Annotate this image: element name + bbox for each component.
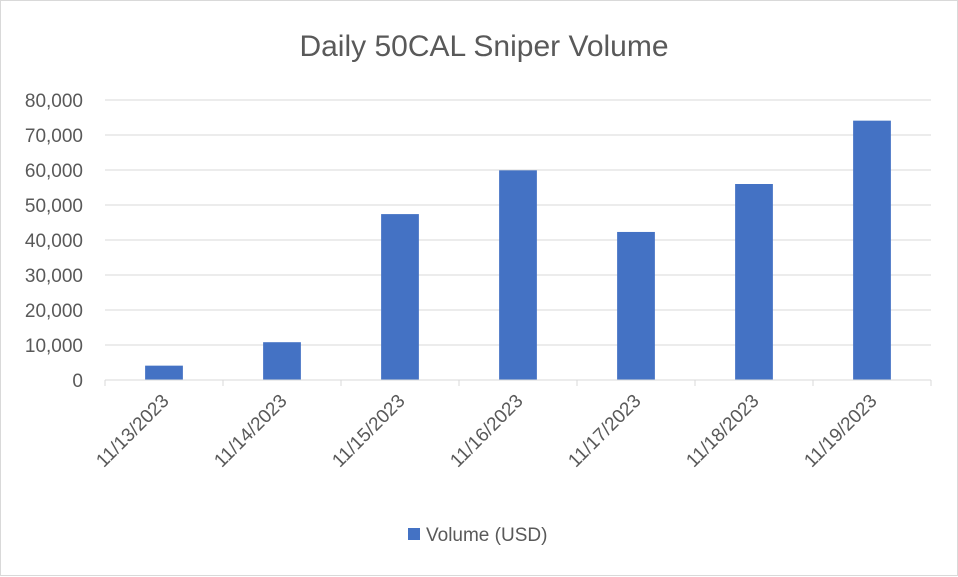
legend-swatch: [408, 528, 420, 540]
x-axis-tick-labels: 11/13/2023 11/14/2023 11/15/2023 11/16/2023…: [92, 391, 881, 472]
y-tick-label: 10,000: [25, 336, 83, 357]
legend-label: Volume (USD): [426, 525, 547, 546]
bars: [145, 120, 891, 381]
x-tick-label: 11/18/2023: [682, 391, 763, 472]
y-tick-label: 80,000: [25, 91, 83, 112]
y-axis-tick-labels: 0 10,000 20,000 30,000 40,000 50,000 60,000 70,…: [25, 91, 83, 392]
bar: [735, 184, 773, 380]
legend: Volume (USD): [408, 525, 547, 546]
bar: [381, 214, 419, 380]
y-tick-label: 60,000: [25, 161, 83, 182]
y-tick-label: 40,000: [25, 231, 83, 252]
y-tick-label: 0: [72, 371, 83, 392]
y-tick-label: 30,000: [25, 266, 83, 287]
y-tick-label: 70,000: [25, 126, 83, 147]
y-tick-label: 50,000: [25, 196, 83, 217]
x-tick-label: 11/15/2023: [328, 391, 409, 472]
bar: [617, 231, 655, 380]
y-tick-label: 20,000: [25, 301, 83, 322]
x-tick-label: 11/13/2023: [92, 391, 173, 472]
bar: [499, 170, 537, 380]
x-tick-label: 11/16/2023: [446, 391, 527, 472]
chart-title: Daily 50CAL Sniper Volume: [299, 30, 668, 63]
x-tick-label: 11/17/2023: [564, 391, 645, 472]
x-tick-label: 11/14/2023: [210, 391, 291, 472]
bar: [263, 342, 301, 380]
x-axis: [104, 379, 932, 386]
bar: [853, 120, 891, 381]
x-tick-label: 11/19/2023: [800, 391, 881, 472]
bar: [145, 365, 183, 380]
